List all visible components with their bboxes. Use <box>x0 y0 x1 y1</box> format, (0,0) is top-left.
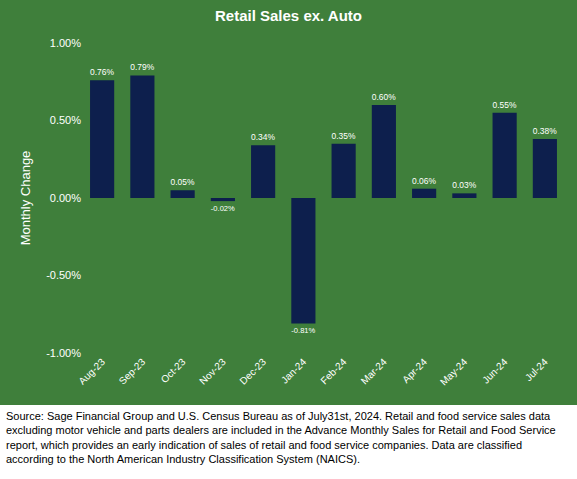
svg-text:-0.81%: -0.81% <box>291 326 315 335</box>
svg-text:Nov-23: Nov-23 <box>197 356 228 387</box>
svg-text:-0.02%: -0.02% <box>211 204 235 213</box>
svg-text:-0.50%: -0.50% <box>46 269 81 281</box>
svg-text:1.00%: 1.00% <box>50 37 81 49</box>
svg-text:0.35%: 0.35% <box>332 131 356 141</box>
svg-text:Mar-24: Mar-24 <box>359 356 389 386</box>
svg-text:Jan-24: Jan-24 <box>279 356 309 386</box>
svg-text:Oct-23: Oct-23 <box>159 356 188 385</box>
svg-text:Aug-23: Aug-23 <box>76 356 107 387</box>
svg-text:Jun-24: Jun-24 <box>480 356 510 386</box>
svg-text:May-24: May-24 <box>438 356 470 388</box>
svg-text:0.03%: 0.03% <box>452 180 476 190</box>
svg-text:0.06%: 0.06% <box>412 176 436 186</box>
svg-text:0.00%: 0.00% <box>50 192 81 204</box>
svg-text:0.05%: 0.05% <box>171 177 195 187</box>
svg-text:0.55%: 0.55% <box>493 100 517 110</box>
svg-text:Feb-24: Feb-24 <box>318 356 348 386</box>
svg-text:0.34%: 0.34% <box>251 132 275 142</box>
svg-text:0.79%: 0.79% <box>130 62 154 72</box>
html-text:Source: Sage Financial Group a: Source: Sage Financial Group and U.S. Ce… <box>6 410 556 465</box>
svg-text:-1.00%: -1.00% <box>46 347 81 359</box>
svg-text:0.60%: 0.60% <box>372 92 396 102</box>
svg-text:Dec-23: Dec-23 <box>237 356 268 387</box>
svg-text:0.50%: 0.50% <box>50 114 81 126</box>
svg-text:Sep-23: Sep-23 <box>117 356 148 387</box>
svg-text:Retail Sales ex. Auto: Retail Sales ex. Auto <box>215 7 362 24</box>
svg-text:0.38%: 0.38% <box>533 126 557 136</box>
svg-text:Apr-24: Apr-24 <box>400 356 429 385</box>
svg-text:Monthly Change: Monthly Change <box>18 151 33 246</box>
svg-text:Jul-24: Jul-24 <box>523 356 550 383</box>
svg-text:0.76%: 0.76% <box>90 67 114 77</box>
